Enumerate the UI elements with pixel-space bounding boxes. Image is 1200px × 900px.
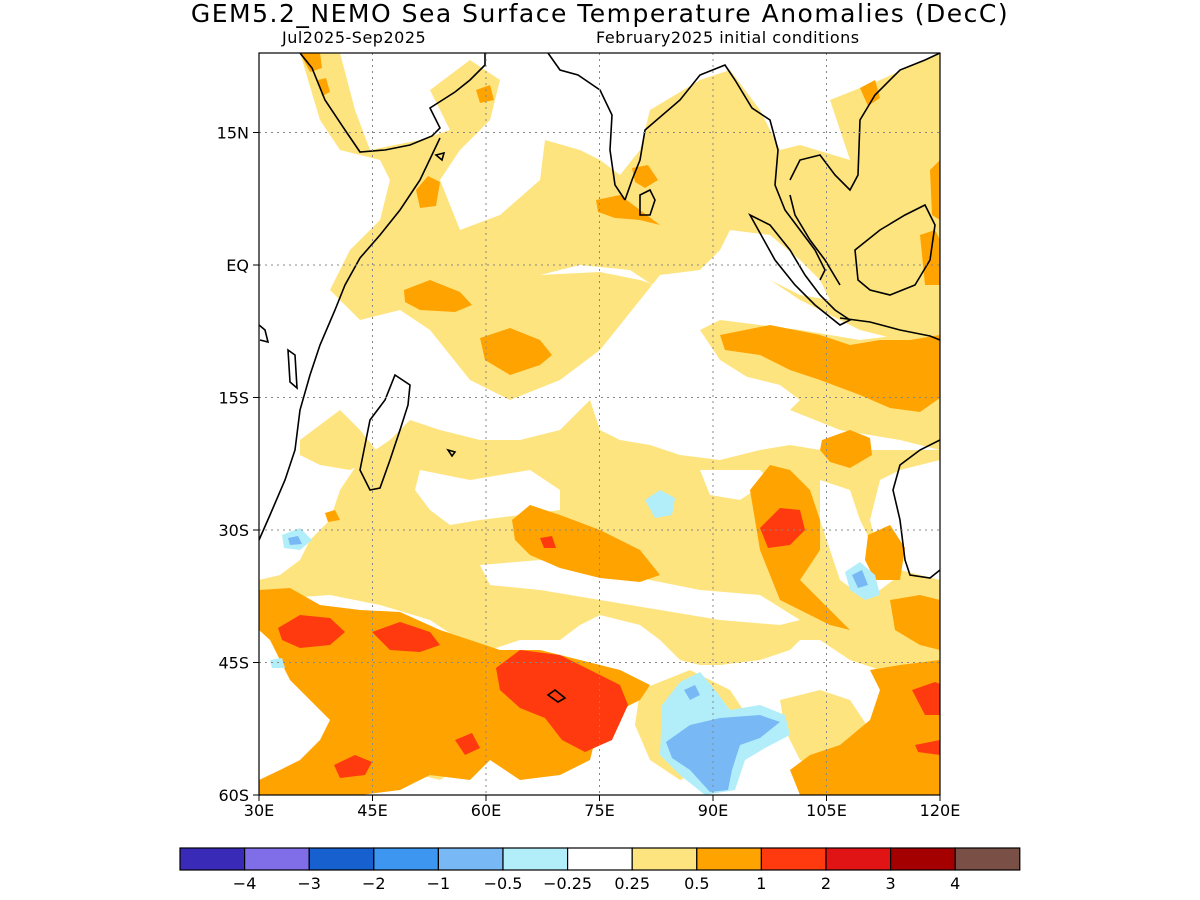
- colorbar-label: −2: [362, 874, 386, 893]
- x-tick-label: 120E: [920, 801, 961, 820]
- colorbar-swatch: [631, 847, 698, 871]
- y-tick-label: 15N: [217, 124, 249, 143]
- y-tick-label: 45S: [218, 654, 249, 673]
- x-tick-label: 75E: [584, 801, 614, 820]
- x-tick-label: 45E: [357, 801, 387, 820]
- anomaly-band-0.5-1: [259, 53, 940, 795]
- colorbar-swatch: [760, 847, 827, 871]
- colorbar-swatch: [954, 847, 1021, 871]
- x-tick-label: 60E: [471, 801, 501, 820]
- initial-conditions: February2025 initial conditions: [596, 28, 860, 47]
- colorbar-swatch: [437, 847, 504, 871]
- colorbar-swatch: [244, 847, 310, 871]
- latitude-axis: 15N EQ 15S 30S 45S 60S: [217, 124, 259, 805]
- colorbar-label: 3: [886, 874, 896, 893]
- colorbar-label: 0.5: [684, 874, 709, 893]
- y-tick-label: 15S: [218, 389, 249, 408]
- x-tick-label: 90E: [698, 801, 728, 820]
- colorbar-label: 2: [821, 874, 831, 893]
- colorbar-label: −4: [233, 874, 257, 893]
- colorbar-swatch: [889, 847, 956, 871]
- colorbar-swatch: [179, 847, 246, 871]
- colorbar-label: 1: [756, 874, 766, 893]
- y-tick-label: 30S: [218, 521, 249, 540]
- colorbar-swatch: [566, 847, 633, 871]
- colorbar-swatch: [502, 847, 569, 871]
- y-tick-label: EQ: [226, 256, 249, 275]
- colorbar-swatch: [308, 847, 375, 871]
- colorbar-label: 0.25: [614, 874, 650, 893]
- colorbar-label: 4: [950, 874, 960, 893]
- colorbar-label: −1: [427, 874, 451, 893]
- anomaly-band-neg-0.5-1: [288, 536, 868, 792]
- colorbar-swatch: [825, 847, 892, 871]
- coastlines: [259, 53, 940, 703]
- y-tick-label: 60S: [218, 786, 249, 805]
- map-title: GEM5.2_NEMO Sea Surface Temperature Anom…: [190, 0, 1010, 28]
- grid-lines: [259, 53, 940, 795]
- x-tick-label: 105E: [806, 801, 847, 820]
- anomaly-band-1-2: [278, 508, 940, 778]
- colorbar-label: −0.5: [484, 874, 523, 893]
- colorbar-swatch: [373, 847, 439, 871]
- longitude-axis: 30E 45E 60E 75E 90E 105E 120E: [244, 795, 961, 820]
- colorbar-label: −0.25: [543, 874, 592, 893]
- x-tick-label: 30E: [244, 801, 274, 820]
- forecast-period: Jul2025-Sep2025: [282, 28, 427, 47]
- colorbar-swatch: [696, 847, 762, 871]
- colorbar: −4 −3 −2 −1 −0.5 −0.25 0.25 0.5 1 2 3 4: [179, 847, 1021, 893]
- colorbar-label: −3: [297, 874, 321, 893]
